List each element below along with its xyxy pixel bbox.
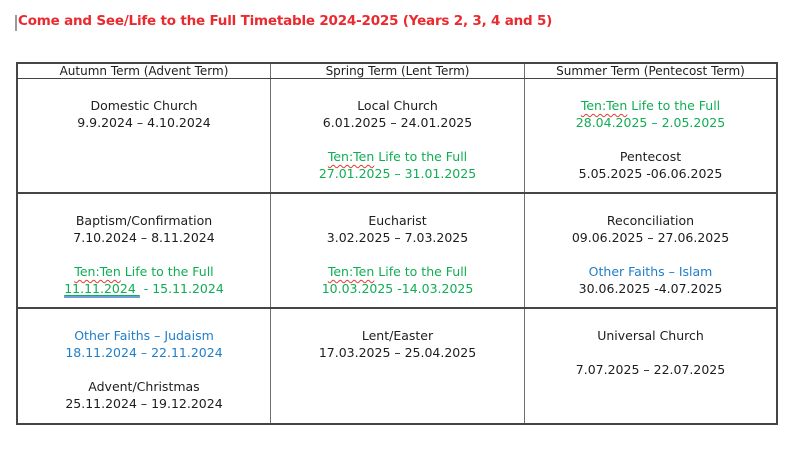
entry-text: 17.03.2025 – 25.04.2025 (318, 345, 477, 360)
timetable-header-row: Autumn Term (Advent Term) Spring Term (L… (18, 64, 776, 79)
timetable-entry-line: 7.07.2025 – 22.07.2025 (525, 361, 776, 378)
table-cell[interactable]: Ten:Ten Life to the Full 28.04.2025 – 2.0… (524, 79, 776, 192)
entry-text: 09.06.2025 – 27.06.2025 (571, 230, 730, 245)
timetable-entry-line: Other Faiths – Judaism (18, 327, 270, 344)
entry-text: Baptism/Confirmation (75, 213, 213, 228)
timetable-entry-line: Local Church (271, 97, 524, 114)
entry-text: Local Church (357, 98, 438, 113)
table-row: Domestic Church 9.9.2024 – 4.10.2024 Local… (18, 79, 776, 192)
document-title: Come and See/Life to the Full Timetable … (18, 13, 553, 29)
timetable-entry-line: Universal Church (525, 327, 776, 344)
entry-text: Universal Church (597, 328, 704, 343)
blank-line (525, 131, 776, 148)
table-cell[interactable]: Local Church 6.01.2025 – 24.01.2025 Ten:Te… (270, 79, 524, 192)
timetable-entry-line: Eucharist (271, 212, 524, 229)
text-cursor[interactable] (15, 15, 17, 31)
blank-line (18, 246, 270, 263)
blank-line (18, 361, 270, 378)
entry-text: 18.11.2024 – 22.11.2024 (65, 345, 223, 360)
timetable-entry-line: 11.11.2024 - 15.11.2024 (18, 280, 270, 298)
spellcheck-squiggle-text: Ten:Ten (327, 149, 375, 164)
timetable-entry-line: 25.11.2024 – 19.12.2024 (18, 395, 270, 412)
table-row: Baptism/Confirmation 7.10.2024 – 8.11.202… (18, 192, 776, 307)
timetable-entry-line: Advent/Christmas (18, 378, 270, 395)
entry-text: 25.11.2024 – 19.12.2024 (65, 396, 223, 411)
table-cell[interactable]: Lent/Easter 17.03.2025 – 25.04.2025 (270, 309, 524, 423)
entry-text: 6.01.2025 – 24.01.2025 (322, 115, 473, 130)
timetable-entry-line: Ten:Ten Life to the Full (271, 263, 524, 280)
spellcheck-squiggle-text: Ten:Ten (580, 98, 628, 113)
timetable-entry-line: 27.01.2025 – 31.01.2025 (271, 165, 524, 182)
timetable-entry-line: Ten:Ten Life to the Full (18, 263, 270, 280)
entry-text: Life to the Full (627, 98, 721, 113)
table-cell[interactable]: Universal Church 7.07.2025 – 22.07.2025 (524, 309, 776, 423)
entry-text: Life to the Full (374, 264, 468, 279)
entry-text: Life to the Full (374, 149, 468, 164)
entry-text: 5.05.2025 -06.06.2025 (578, 166, 723, 181)
header-spring-term: Spring Term (Lent Term) (270, 64, 524, 78)
timetable-entry-line: 9.9.2024 – 4.10.2024 (18, 114, 270, 131)
timetable-entry-line: 28.04.2025 – 2.05.2025 (525, 114, 776, 131)
spellcheck-squiggle-text: Ten:Ten (74, 264, 121, 279)
table-row: Other Faiths – Judaism 18.11.2024 – 22.11… (18, 307, 776, 423)
entry-text: Lent/Easter (361, 328, 434, 343)
entry-text: Advent/Christmas (88, 379, 200, 394)
table-cell[interactable]: Reconciliation 09.06.2025 – 27.06.2025 Oth… (524, 194, 776, 307)
timetable-entry-line: 5.05.2025 -06.06.2025 (525, 165, 776, 182)
entry-text: Life to the Full (120, 264, 214, 279)
table-cell[interactable]: Eucharist 3.02.2025 – 7.03.2025 Ten:Ten Li… (270, 194, 524, 307)
entry-text: - 15.11.2024 (139, 281, 224, 296)
table-cell[interactable]: Other Faiths – Judaism 18.11.2024 – 22.11… (18, 309, 270, 423)
table-cell[interactable]: Baptism/Confirmation 7.10.2024 – 8.11.202… (18, 194, 270, 307)
timetable-entry-line: 7.10.2024 – 8.11.2024 (18, 229, 270, 246)
entry-text: 3.02.2025 – 7.03.2025 (326, 230, 469, 245)
timetable-entry-line: 10.03.2025 -14.03.2025 (271, 280, 524, 297)
timetable-entry-line: 6.01.2025 – 24.01.2025 (271, 114, 524, 131)
entry-text: Pentecost (619, 149, 682, 164)
entry-text: Other Faiths – Judaism (74, 328, 214, 343)
timetable-entry-line: Pentecost (525, 148, 776, 165)
entry-text: 9.9.2024 – 4.10.2024 (77, 115, 211, 130)
underlined-date-text: 11.11.2024 (64, 281, 140, 298)
spellcheck-squiggle-text: Ten:Ten (327, 264, 375, 279)
timetable-entry-line: Domestic Church (18, 97, 270, 114)
blank-line (525, 246, 776, 263)
header-autumn-term: Autumn Term (Advent Term) (59, 64, 229, 78)
entry-text: Reconciliation (606, 213, 695, 228)
entry-text: 28.04.2025 – 2.05.2025 (575, 115, 726, 130)
timetable-entry-line: 17.03.2025 – 25.04.2025 (271, 344, 524, 361)
entry-text: Domestic Church (90, 98, 198, 113)
blank-line (271, 131, 524, 148)
header-summer-term: Summer Term (Pentecost Term) (524, 64, 776, 78)
timetable-entry-line: Baptism/Confirmation (18, 212, 270, 229)
timetable: Autumn Term (Advent Term) Spring Term (L… (16, 62, 778, 425)
timetable-entry-line: 30.06.2025 -4.07.2025 (525, 280, 776, 297)
entry-text: 27.01.2025 – 31.01.2025 (318, 166, 477, 181)
entry-text: 7.07.2025 – 22.07.2025 (575, 362, 726, 377)
entry-text: Other Faiths – Islam (588, 264, 713, 279)
timetable-entry-line: Other Faiths – Islam (525, 263, 776, 280)
timetable-entry-line: 3.02.2025 – 7.03.2025 (271, 229, 524, 246)
entry-text: 7.10.2024 – 8.11.2024 (73, 230, 215, 245)
table-cell[interactable]: Domestic Church 9.9.2024 – 4.10.2024 (18, 79, 270, 192)
timetable-entry-line: 18.11.2024 – 22.11.2024 (18, 344, 270, 361)
entry-text: 30.06.2025 -4.07.2025 (578, 281, 723, 296)
blank-line (525, 344, 776, 361)
entry-text: 10.03.2025 -14.03.2025 (321, 281, 474, 296)
timetable-entry-line: Ten:Ten Life to the Full (525, 97, 776, 114)
blank-line (271, 246, 524, 263)
timetable-entry-line: Reconciliation (525, 212, 776, 229)
timetable-entry-line: Lent/Easter (271, 327, 524, 344)
entry-text: Eucharist (368, 213, 427, 228)
timetable-entry-line: Ten:Ten Life to the Full (271, 148, 524, 165)
timetable-entry-line: 09.06.2025 – 27.06.2025 (525, 229, 776, 246)
timetable-body: Domestic Church 9.9.2024 – 4.10.2024 Local… (18, 79, 776, 423)
